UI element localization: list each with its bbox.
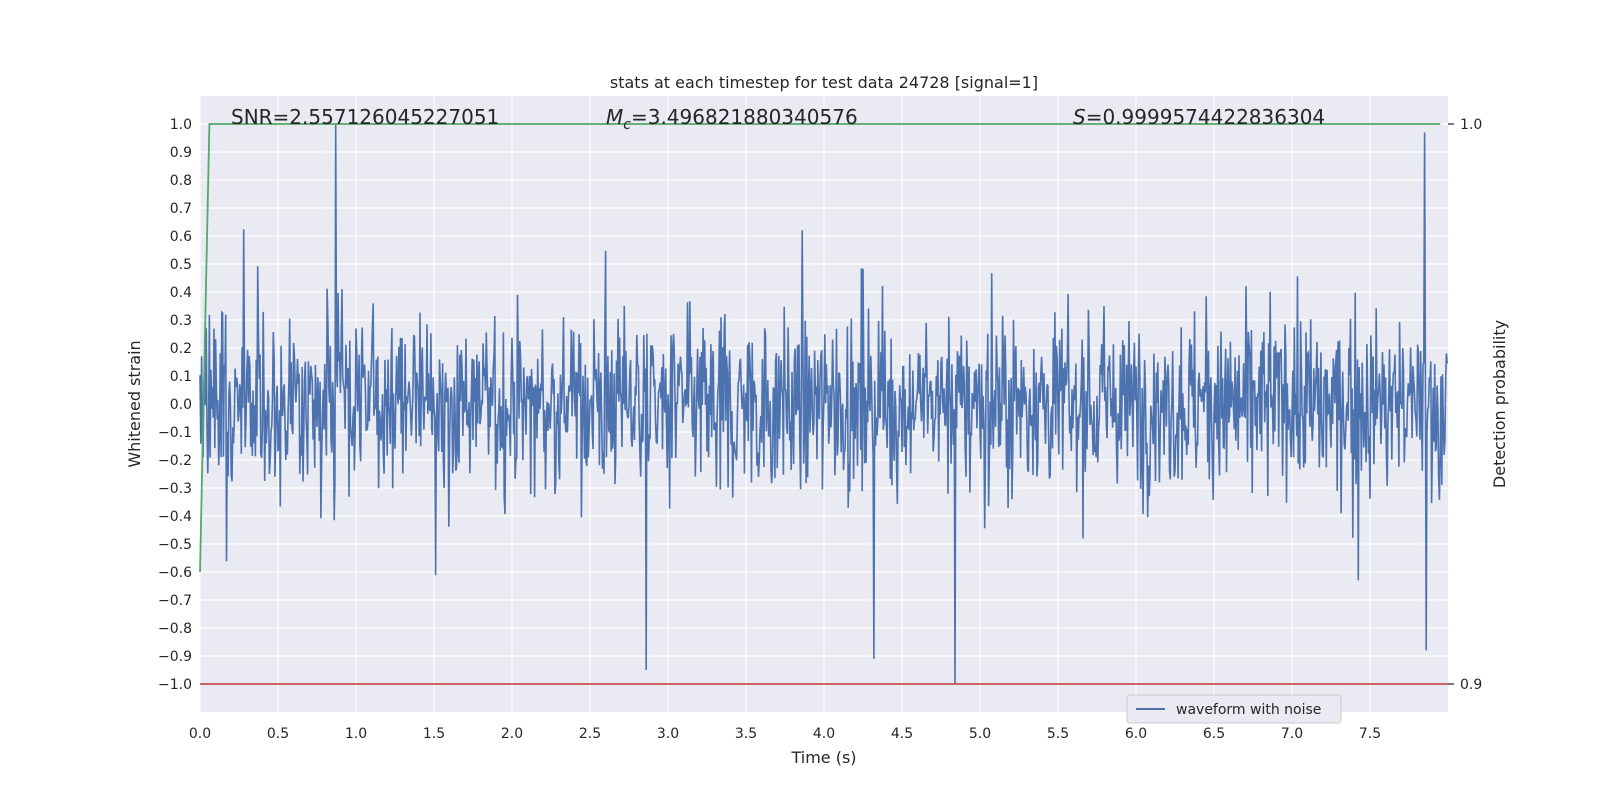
x-tick-label: 0.5 xyxy=(267,726,289,742)
y-tick-label: −0.9 xyxy=(158,649,192,665)
mc-symbol: M xyxy=(606,105,623,129)
legend: waveform with noise xyxy=(1126,694,1342,724)
y-axis-label: Whitened strain xyxy=(125,340,144,467)
y2-tick-label: 1.0 xyxy=(1460,117,1482,133)
snr-annotation: SNR=2.557126045227051 xyxy=(231,105,499,129)
y-tick-label: 0.4 xyxy=(170,285,192,301)
detection-probability-line xyxy=(199,123,1441,573)
series-waveform-with-noise xyxy=(199,123,1448,685)
legend-entry-waveform: waveform with noise xyxy=(1176,702,1321,718)
y-tick-label: −0.3 xyxy=(158,481,192,497)
waveform-line xyxy=(199,123,1448,685)
x-tick-label: 5.5 xyxy=(1047,726,1069,742)
legend-box xyxy=(1126,694,1342,724)
chirp-mass-annotation: Mc=3.496821880340576 xyxy=(606,105,858,133)
chart-title: stats at each timestep for test data 247… xyxy=(610,73,1038,92)
y-tick-label: 0.9 xyxy=(170,145,192,161)
x-tick-label: 7.5 xyxy=(1359,726,1381,742)
y-tick-label: 1.0 xyxy=(170,117,192,133)
y-tick-label: −0.7 xyxy=(158,593,192,609)
y-tick-label: 0.1 xyxy=(170,369,192,385)
y-tick-label: −0.2 xyxy=(158,453,192,469)
x-tick-label: 3.5 xyxy=(735,726,757,742)
y-tick-label: 0.5 xyxy=(170,257,192,273)
x-tick-label: 6.5 xyxy=(1203,726,1225,742)
y-tick-label: 0.6 xyxy=(170,229,192,245)
y-tick-label: −0.4 xyxy=(158,509,192,525)
x-tick-label: 4.0 xyxy=(813,726,835,742)
x-tick-label: 6.0 xyxy=(1125,726,1147,742)
y-tick-label: −0.8 xyxy=(158,621,192,637)
x-tick-label: 1.5 xyxy=(423,726,445,742)
y-tick-label: −0.5 xyxy=(158,537,192,553)
x-tick-label: 2.5 xyxy=(579,726,601,742)
score-annotation: S=0.9999574422836304 xyxy=(1073,105,1325,129)
x-tick-label: 0.0 xyxy=(189,726,211,742)
s-symbol: S xyxy=(1073,105,1086,129)
y-tick-label: 0.7 xyxy=(170,201,192,217)
x-tick-label: 3.0 xyxy=(657,726,679,742)
mc-value: =3.496821880340576 xyxy=(631,105,858,129)
x-tick-label: 1.0 xyxy=(345,726,367,742)
mc-subscript: c xyxy=(623,117,631,133)
x-tick-label: 2.0 xyxy=(501,726,523,742)
y-tick-labels: 1.0 0.9 0.8 0.7 0.6 0.5 0.4 0.3 0.2 0.1 0.0 −0.1 −0.… xyxy=(158,117,192,693)
y-tick-label: 0.8 xyxy=(170,173,192,189)
y-tick-label: −0.1 xyxy=(158,425,192,441)
y-tick-label: −0.6 xyxy=(158,565,192,581)
y2-axis-label: Detection probability xyxy=(1490,320,1509,488)
y-tick-label: −1.0 xyxy=(158,677,192,693)
y-tick-label: 0.3 xyxy=(170,313,192,329)
x-axis-label: Time (s) xyxy=(790,748,856,767)
x-tick-label: 7.0 xyxy=(1281,726,1303,742)
y2-tick-label: 0.9 xyxy=(1460,677,1482,693)
x-tick-label: 5.0 xyxy=(969,726,991,742)
x-tick-labels: 0.0 0.5 1.0 1.5 2.0 2.5 3.0 3.5 4.0 4.5 5.0 5.5 6.0 6… xyxy=(189,726,1381,742)
s-value: =0.9999574422836304 xyxy=(1086,105,1325,129)
x-tick-label: 4.5 xyxy=(891,726,913,742)
y-tick-label: 0.2 xyxy=(170,341,192,357)
series-detection-probability xyxy=(199,123,1441,573)
y2-tick-labels: 1.0 0.9 xyxy=(1448,117,1482,693)
y-tick-label: 0.0 xyxy=(170,397,192,413)
